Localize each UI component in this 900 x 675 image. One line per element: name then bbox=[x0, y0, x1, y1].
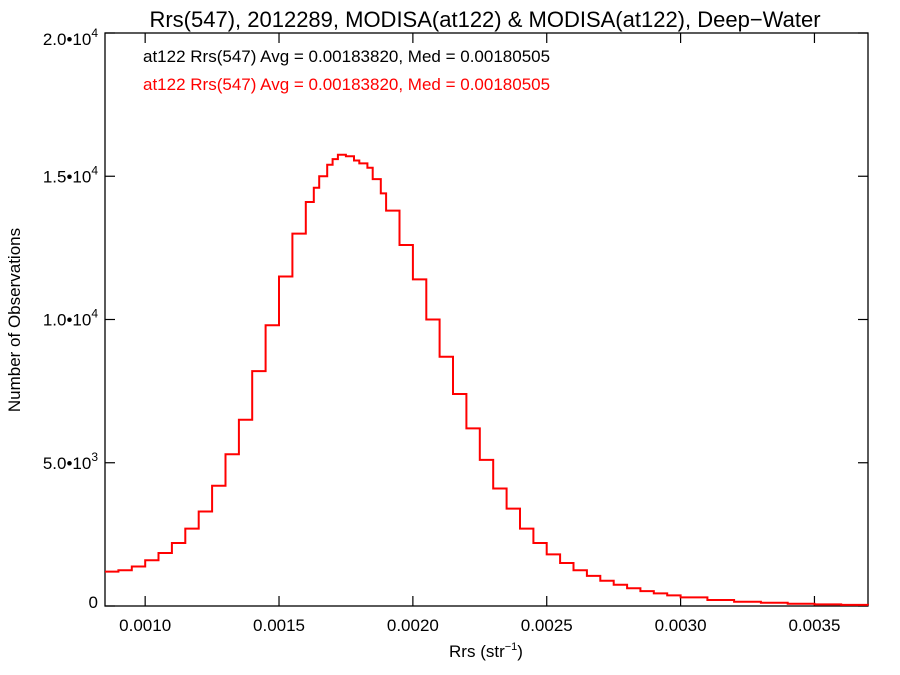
x-tick-label: 0.0020 bbox=[387, 616, 439, 635]
y-axis: 0 5.0•103 1.0•104 1.5•104 2.0•104 bbox=[43, 26, 868, 612]
x-axis-title: Rrs (str−1) bbox=[449, 641, 523, 661]
x-tick-label: 0.0010 bbox=[119, 616, 171, 635]
y-axis-title: Number of Observations bbox=[5, 228, 24, 412]
legend: at122 Rrs(547) Avg = 0.00183820, Med = 0… bbox=[143, 47, 550, 94]
y-tick-label: 1.5•104 bbox=[43, 163, 99, 186]
x-tick-label: 0.0015 bbox=[253, 616, 305, 635]
legend-entry: at122 Rrs(547) Avg = 0.00183820, Med = 0… bbox=[143, 47, 550, 66]
series-layer bbox=[105, 153, 869, 606]
y-tick-label: 0 bbox=[89, 593, 98, 612]
y-tick-label: 1.0•104 bbox=[43, 307, 99, 330]
x-tick-label: 0.0030 bbox=[655, 616, 707, 635]
x-tick-label: 0.0035 bbox=[788, 616, 840, 635]
y-tick-label: 5.0•103 bbox=[43, 450, 99, 473]
legend-entry: at122 Rrs(547) Avg = 0.00183820, Med = 0… bbox=[143, 75, 550, 94]
x-axis: 0.0010 0.0015 0.0020 0.0025 0.0030 0.0035 bbox=[119, 33, 840, 635]
plot-frame bbox=[104, 32, 869, 607]
histogram-series-line bbox=[105, 153, 869, 606]
chart-title: Rrs(547), 2012289, MODISA(at122) & MODIS… bbox=[149, 7, 820, 32]
y-tick-label: 2.0•104 bbox=[43, 26, 99, 49]
x-axis-title-exponent: −1 bbox=[505, 641, 518, 653]
x-tick-label: 0.0025 bbox=[521, 616, 573, 635]
